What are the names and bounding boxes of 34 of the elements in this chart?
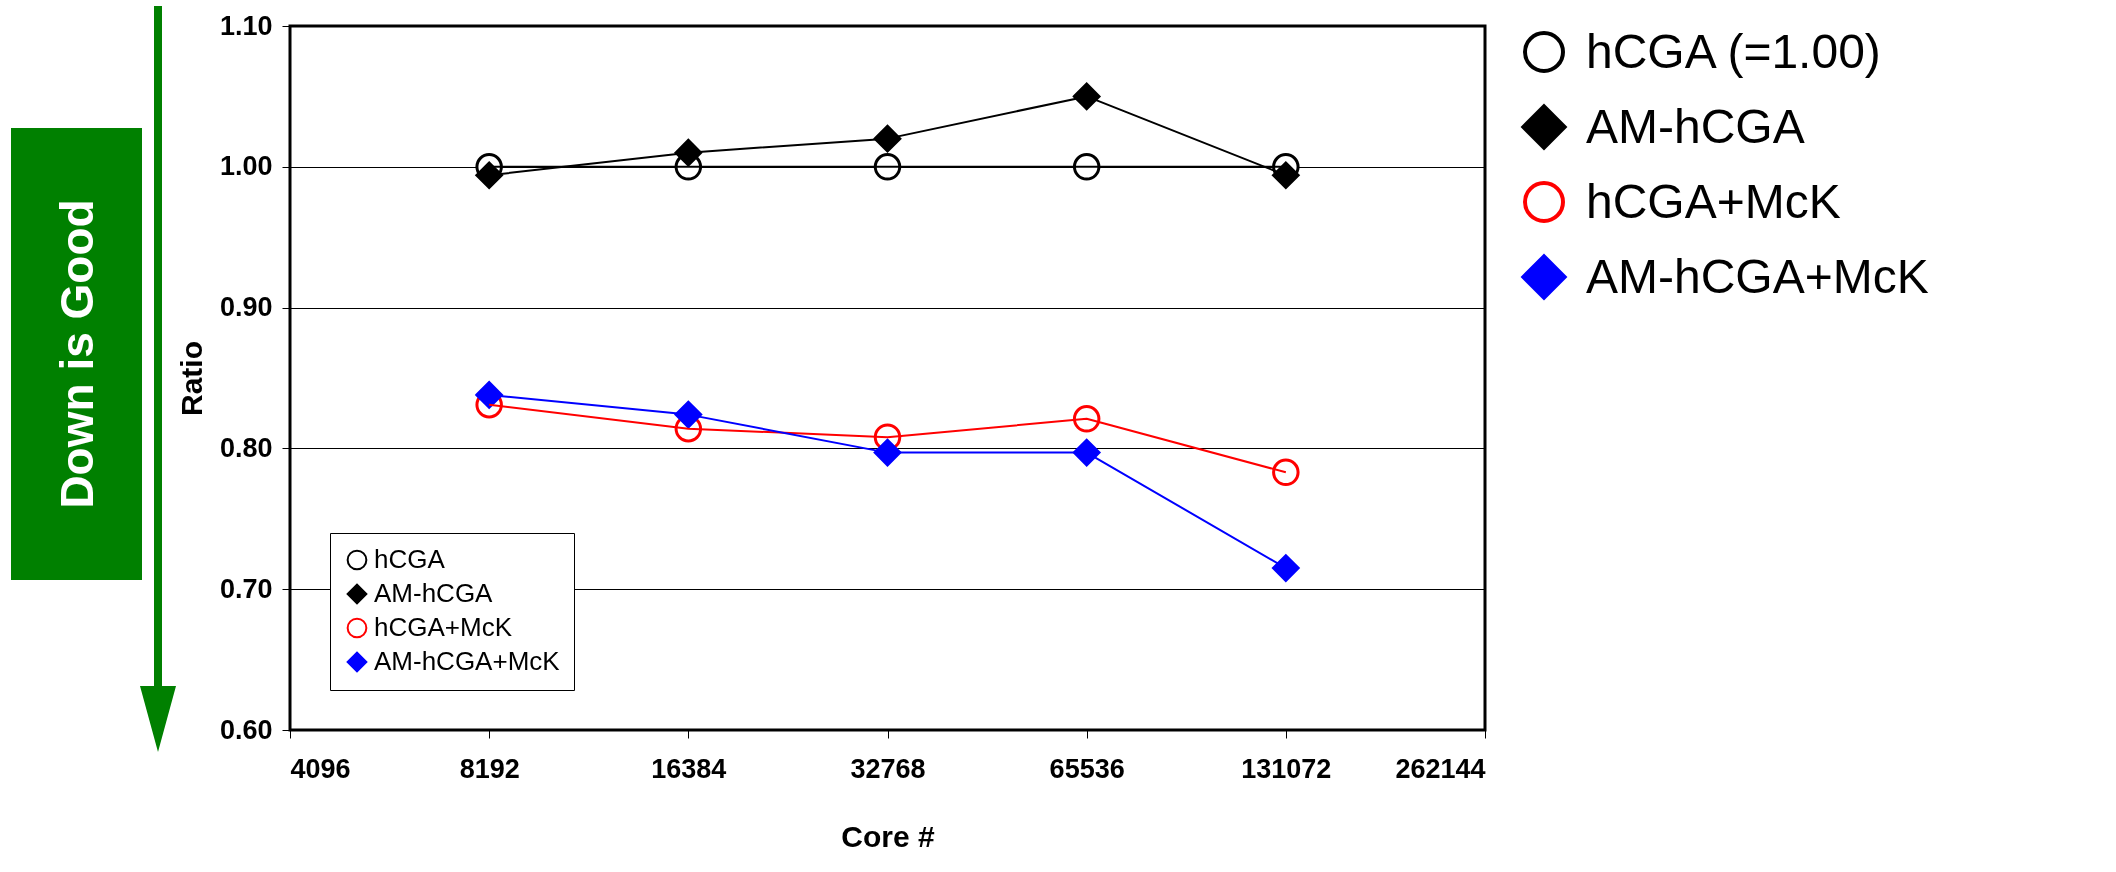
text: Down is Good [49,199,104,509]
x-tick-label: 65536 [1049,753,1125,784]
text: hCGA (=1.00) [1586,24,1881,79]
point [1072,438,1101,467]
point [873,438,902,467]
x-tick-label: 262144 [1395,753,1486,784]
text: hCGA+McK [1586,174,1841,229]
point [873,124,902,153]
x-tick-label: 8192 [459,753,520,784]
y-tick-label: 0.60 [219,714,273,745]
text: AM-hCGA+McK [1586,249,1929,304]
x-tick-label: 16384 [651,753,727,784]
point [1272,458,1300,487]
x-axis-title: Core # [841,819,935,853]
point [475,381,503,409]
point [674,400,703,429]
y-tick-label: 1.00 [219,151,273,182]
legend-label: hCGA+McK [374,612,513,642]
y-tick-label: 0.70 [219,573,273,604]
legend-label: AM-hCGA [374,578,494,608]
legend-label: AM-hCGA+McK [374,646,561,676]
x-tick-label: 32768 [850,753,926,784]
point [1272,554,1300,582]
point [1072,82,1101,111]
point [475,161,503,189]
y-tick-label: 0.90 [219,292,273,323]
y-tick-label: 0.80 [219,432,273,463]
x-tick-label: 4096 [290,753,351,784]
y-axis-title: Ratio [174,341,208,416]
text: AM-hCGA [1586,99,1805,154]
point [1272,161,1300,189]
x-tick-label: 131072 [1241,753,1332,784]
y-tick-label: 1.10 [219,10,273,41]
legend-label: hCGA [374,544,446,574]
